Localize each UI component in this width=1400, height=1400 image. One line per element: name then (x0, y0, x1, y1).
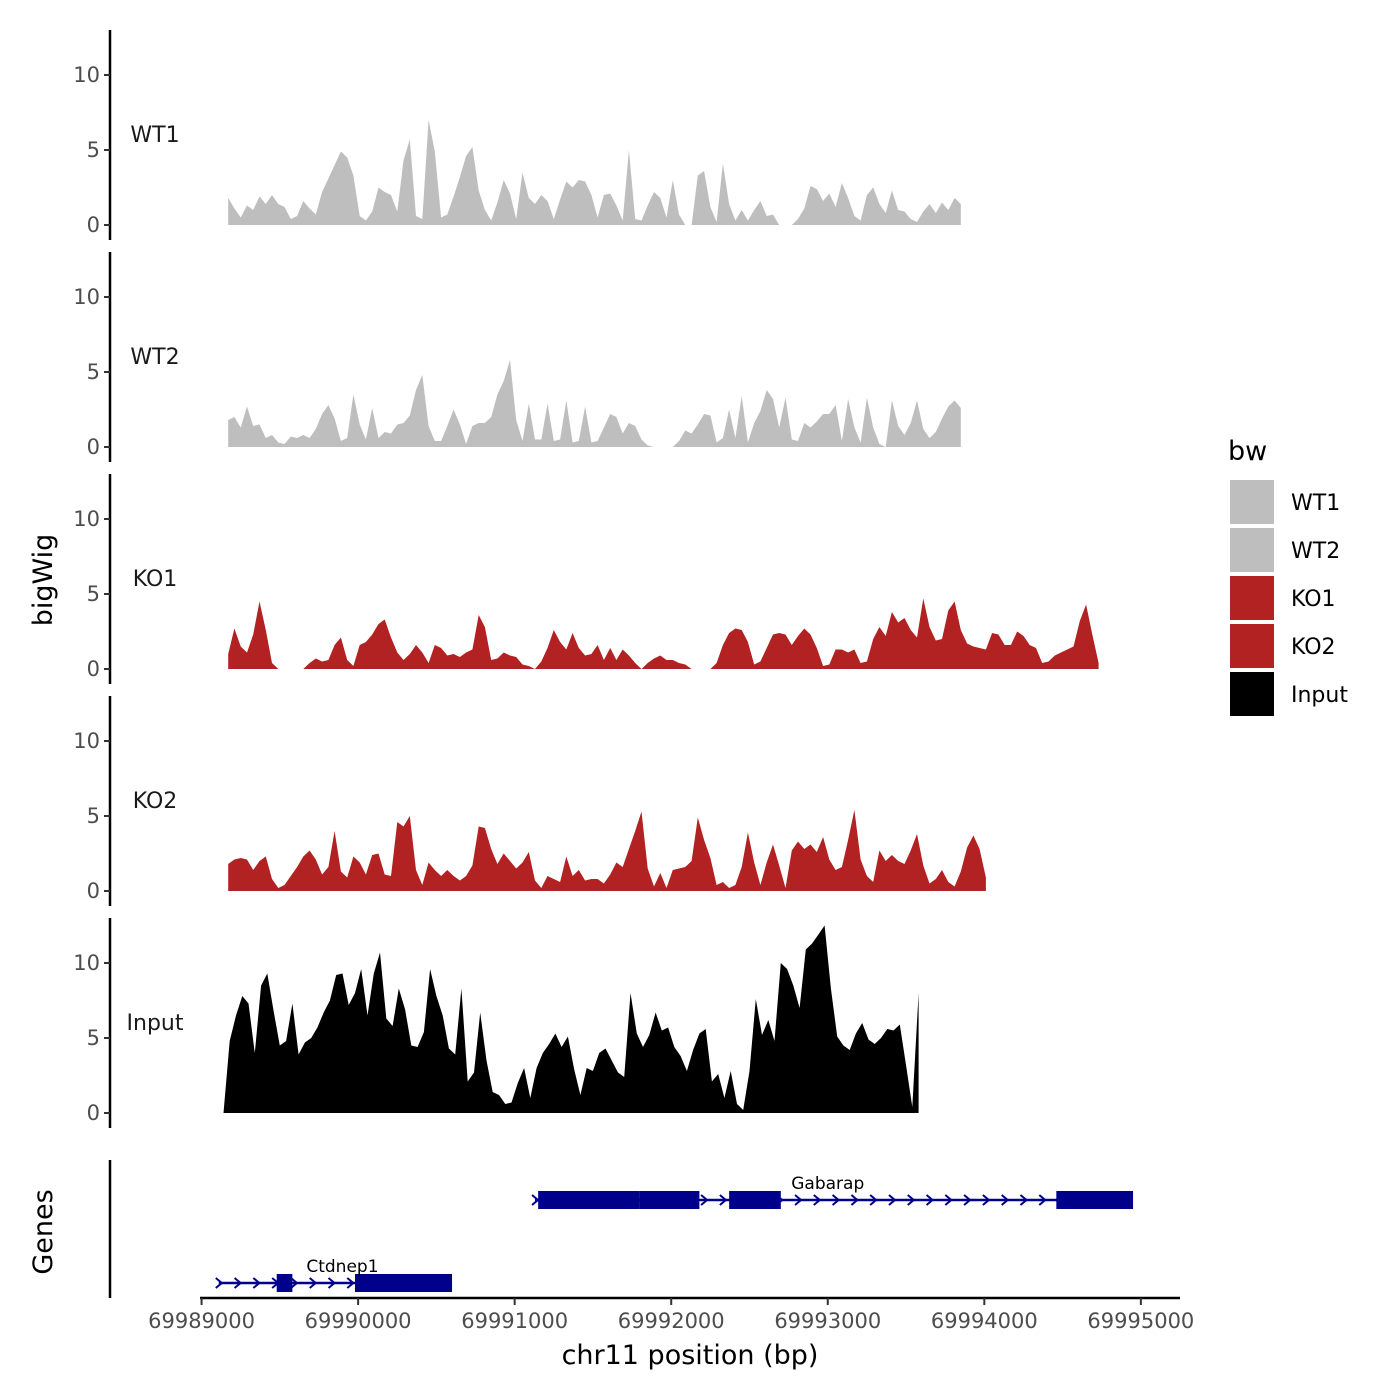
coverage-area-wt1 (228, 120, 686, 225)
y-tick-label: 0 (87, 879, 100, 903)
coverage-area-ko1 (535, 630, 642, 669)
strand-arrow (700, 1194, 709, 1206)
strand-arrow (309, 1277, 318, 1289)
strand-arrow (982, 1194, 991, 1206)
legend-key-wt2 (1230, 528, 1274, 572)
legend-label: WT2 (1291, 539, 1340, 564)
strand-arrow (346, 1277, 355, 1289)
legend-key-input (1230, 672, 1274, 716)
y-tick-label: 5 (87, 1026, 100, 1050)
coverage-area-ko1 (641, 655, 692, 669)
strand-arrow (813, 1194, 822, 1206)
x-tick-label: 69989000 (148, 1309, 255, 1333)
strand-arrow (869, 1194, 878, 1206)
track-label: Input (127, 1011, 184, 1036)
strand-arrow (252, 1277, 261, 1289)
legend-label: KO2 (1291, 635, 1336, 660)
coverage-area-wt2 (228, 360, 654, 447)
strand-arrow (944, 1194, 953, 1206)
y-tick-label: 10 (73, 285, 100, 309)
legend-label: Input (1291, 683, 1348, 708)
track-wt2: 0 5 10 WT2 (73, 252, 961, 462)
coverage-area-ko2 (228, 810, 986, 891)
strand-arrow (907, 1194, 916, 1206)
exon (729, 1191, 781, 1209)
coverage-area-wt1 (691, 163, 780, 225)
coverage-area-ko1 (228, 601, 279, 669)
y-tick-label: 0 (87, 435, 100, 459)
gene-label: Ctdnep1 (306, 1257, 378, 1277)
y-tick-label: 10 (73, 729, 100, 753)
track-ko1: 0 5 10 KO1 (73, 474, 1099, 684)
legend-key-wt1 (1230, 480, 1274, 524)
coverage-area-wt2 (885, 400, 961, 447)
y-tick-label: 0 (87, 1101, 100, 1125)
exon (538, 1191, 640, 1209)
x-tick-label: 69991000 (461, 1309, 568, 1333)
y-tick-label: 5 (87, 360, 100, 384)
track-label: WT1 (130, 123, 179, 148)
strand-arrow (925, 1194, 935, 1206)
legend-key-ko1 (1230, 576, 1274, 620)
strand-arrow (794, 1194, 803, 1206)
coverage-area-ko1 (710, 598, 1099, 669)
coverage-area-wt2 (672, 390, 886, 447)
strand-arrow (327, 1277, 337, 1289)
genes-panel: Gabarap Ctdnep1 (108, 1160, 1134, 1298)
strand-arrow (850, 1194, 859, 1206)
legend-label: KO1 (1291, 587, 1336, 612)
exon (639, 1191, 700, 1209)
gene-gabarap: Gabarap (531, 1174, 1134, 1209)
gene-ctdnep1: Ctdnep1 (215, 1257, 453, 1292)
legend-label: WT1 (1291, 491, 1340, 516)
coverage-area-ko1 (303, 615, 535, 669)
strand-arrow (963, 1194, 972, 1206)
track-wt1: 0 5 10 WT1 (73, 30, 961, 240)
strand-arrow (233, 1277, 243, 1289)
legend: bw WT1 WT2 KO1 KO2 Input (1228, 436, 1348, 716)
legend-title: bw (1228, 436, 1267, 467)
strand-arrow (531, 1194, 540, 1206)
track-label: KO2 (133, 789, 178, 814)
strand-arrow (719, 1194, 728, 1206)
x-tick-label: 69994000 (931, 1309, 1038, 1333)
y-tick-label: 5 (87, 138, 100, 162)
y-tick-label: 5 (87, 582, 100, 606)
track-input: 0 5 10 Input (73, 918, 919, 1128)
gene-label: Gabarap (791, 1174, 864, 1194)
genes-axis-title: Genes (28, 1189, 59, 1274)
bigwig-tracks: 0 5 10 WT1 0 5 10 WT2 0 5 10 KO1 0 5 10 KO2 0 5 10 Input (73, 30, 1099, 1128)
track-label: WT2 (130, 345, 179, 370)
y-tick-label: 10 (73, 507, 100, 531)
y-tick-label: 0 (87, 657, 100, 681)
strand-arrow (888, 1194, 897, 1206)
x-axis: 69989000 69990000 69991000 69992000 69993000… (148, 1296, 1194, 1333)
x-tick-label: 69992000 (618, 1309, 725, 1333)
x-axis-title: chr11 position (bp) (562, 1340, 819, 1371)
x-tick-label: 69993000 (774, 1309, 881, 1333)
legend-key-ko2 (1230, 624, 1274, 668)
coverage-area-wt1 (791, 183, 961, 225)
y-tick-label: 10 (73, 951, 100, 975)
track-label: KO1 (133, 567, 178, 592)
strand-arrow (1019, 1194, 1029, 1206)
coverage-area-input (223, 925, 919, 1113)
track-ko2: 0 5 10 KO2 (73, 696, 986, 906)
x-tick-label: 69995000 (1087, 1309, 1194, 1333)
y-tick-label: 0 (87, 213, 100, 237)
strand-arrow (1001, 1194, 1010, 1206)
y-tick-label: 10 (73, 63, 100, 87)
y-axis-title: bigWig (28, 534, 59, 627)
y-tick-label: 5 (87, 804, 100, 828)
strand-arrow (215, 1277, 224, 1289)
exon (1056, 1191, 1134, 1209)
strand-arrow (1038, 1194, 1047, 1206)
exon (276, 1274, 293, 1292)
x-tick-label: 69990000 (305, 1309, 412, 1333)
exon (354, 1274, 453, 1292)
strand-arrow (290, 1277, 299, 1289)
strand-arrow (831, 1194, 841, 1206)
